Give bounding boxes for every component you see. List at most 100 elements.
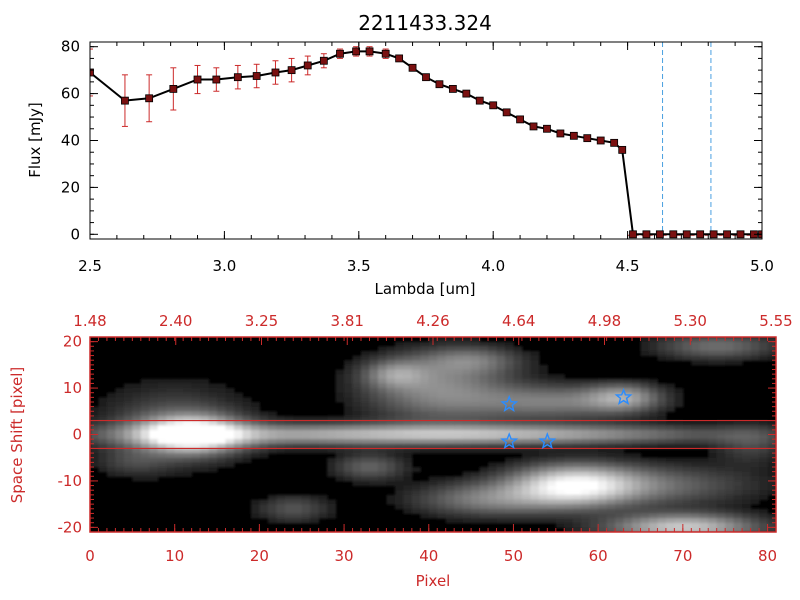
map-cell	[200, 388, 210, 394]
map-cell	[606, 425, 616, 431]
map-cell	[581, 504, 591, 510]
map-cell	[361, 448, 371, 454]
map-cell	[428, 439, 438, 445]
map-cell	[725, 499, 735, 505]
map-cell	[411, 355, 421, 361]
map-cell	[183, 457, 193, 463]
map-cell	[733, 346, 743, 352]
map-cell	[386, 355, 396, 361]
pixel-tick-label: 40	[419, 547, 438, 565]
map-cell	[640, 490, 650, 496]
map-cell	[386, 364, 396, 371]
map-cell	[115, 443, 125, 450]
map-cell	[250, 439, 260, 445]
map-cell	[708, 490, 718, 496]
wavelength-tick-label: 2.40	[159, 312, 192, 330]
map-cell	[716, 490, 726, 496]
map-cell	[564, 388, 574, 394]
map-cell	[361, 360, 371, 366]
map-cell	[488, 429, 498, 436]
map-cell	[691, 504, 701, 510]
map-cell	[200, 457, 210, 463]
map-cell	[632, 490, 642, 496]
map-cell	[555, 494, 565, 501]
map-cell	[513, 480, 523, 487]
map-cell	[488, 513, 498, 519]
map-cell	[767, 518, 776, 524]
map-cell	[276, 439, 286, 445]
map-cell	[767, 457, 776, 463]
map-cell	[716, 518, 726, 524]
map-cell	[123, 397, 133, 403]
pixel-tick-label: 60	[589, 547, 608, 565]
map-cell	[513, 434, 523, 440]
map-cell	[606, 429, 616, 436]
map-cell	[513, 476, 523, 482]
map-cell	[648, 392, 659, 398]
map-cell	[547, 415, 557, 422]
data-point	[709, 230, 718, 239]
data-point	[669, 230, 678, 239]
map-cell	[445, 513, 455, 519]
map-cell	[233, 439, 244, 445]
map-cell	[225, 415, 235, 422]
map-cell	[708, 471, 718, 477]
map-cell	[598, 453, 608, 459]
map-cell	[767, 346, 776, 352]
map-cell	[174, 439, 184, 445]
map-cell	[682, 425, 692, 431]
map-cell	[530, 443, 540, 450]
map-cell	[572, 476, 582, 482]
map-cell	[733, 508, 743, 515]
map-cell	[140, 448, 150, 454]
map-cell	[496, 462, 506, 468]
map-cell	[530, 429, 540, 436]
map-cell	[225, 388, 235, 394]
map-cell	[632, 457, 642, 463]
map-cell	[106, 411, 117, 417]
map-cell	[538, 420, 548, 426]
map-cell	[589, 522, 599, 528]
map-cell	[386, 425, 396, 431]
map-cell	[411, 383, 421, 389]
map-cell	[665, 513, 675, 519]
map-cell	[90, 425, 100, 431]
map-cell	[572, 467, 582, 473]
map-cell	[361, 397, 371, 403]
map-cell	[598, 471, 608, 477]
map-cell	[352, 369, 362, 375]
map-cell	[428, 364, 438, 371]
map-cell	[242, 411, 252, 417]
map-cell	[377, 411, 388, 417]
map-cell	[759, 513, 769, 519]
map-cell	[394, 392, 404, 398]
map-cell	[725, 337, 735, 343]
map-cell	[437, 480, 447, 487]
map-cell	[123, 411, 133, 417]
map-cell	[428, 392, 438, 398]
map-cell	[403, 443, 413, 450]
map-cell	[640, 485, 650, 491]
map-cell	[759, 490, 769, 496]
map-cell	[538, 448, 548, 454]
map-cell	[428, 499, 438, 505]
map-cell	[462, 471, 472, 477]
map-cell	[428, 476, 438, 482]
map-cell	[157, 397, 167, 403]
map-cell	[462, 406, 472, 412]
map-cell	[115, 471, 125, 477]
map-cell	[691, 527, 701, 532]
map-cell	[615, 494, 625, 501]
map-cell	[479, 448, 489, 454]
map-cell	[454, 388, 464, 394]
map-cell	[521, 467, 531, 473]
map-cell	[98, 457, 108, 463]
map-cell	[377, 476, 388, 482]
map-cell	[521, 457, 531, 463]
map-cell	[632, 429, 642, 436]
map-cell	[149, 439, 159, 445]
map-cell	[725, 504, 735, 510]
map-cell	[632, 383, 642, 389]
map-cell	[581, 457, 591, 463]
map-cell	[403, 471, 413, 477]
